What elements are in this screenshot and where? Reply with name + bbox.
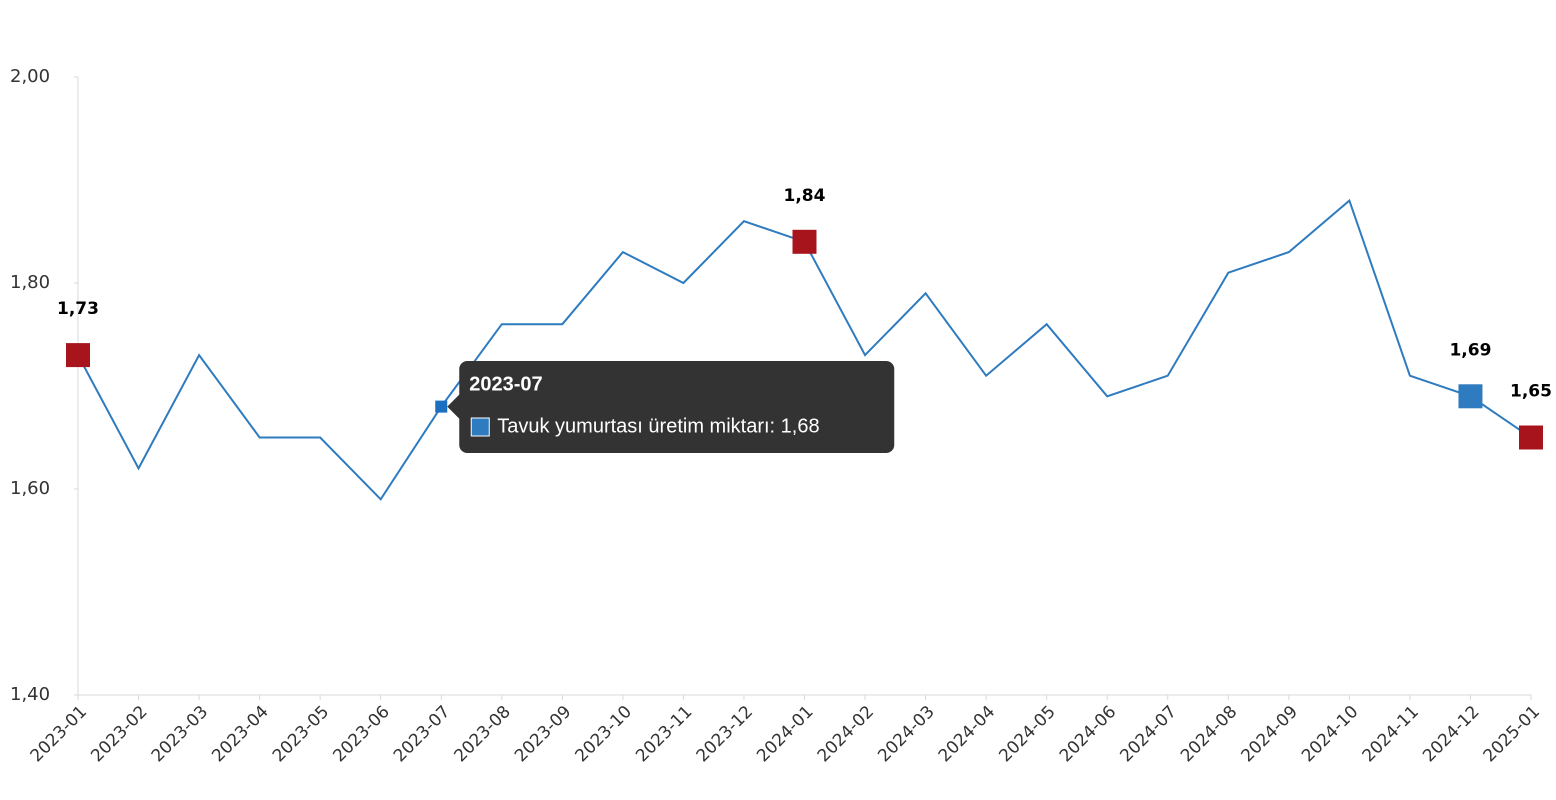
x-tick-label: 2024-05	[995, 702, 1059, 766]
x-tick-label: 2023-12	[693, 702, 757, 766]
tooltip-text: Tavuk yumurtası üretim miktarı: 1,68	[497, 415, 819, 437]
x-tick-label: 2024-04	[935, 702, 999, 766]
x-tick-label: 2024-11	[1359, 702, 1423, 766]
x-tick-label: 2025-01	[1480, 702, 1544, 766]
data-label: 1,84	[784, 186, 826, 206]
data-label: 1,65	[1510, 382, 1552, 402]
x-tick-label: 2023-05	[269, 702, 333, 766]
tooltip-swatch	[470, 417, 490, 437]
marker	[792, 229, 817, 254]
x-tick-label: 2023-06	[329, 702, 393, 766]
marker	[66, 343, 90, 368]
data-label: 1,73	[57, 299, 99, 319]
x-tick-label: 2023-10	[572, 702, 636, 766]
x-tick-label: 2024-02	[814, 702, 878, 766]
x-tick-label: 2023-02	[87, 702, 151, 766]
x-tick-label: 2023-01	[27, 702, 91, 766]
tooltip: 2023-07 Tavuk yumurtası üretim miktarı: 1…	[447, 361, 895, 453]
y-tick-label: 1,80	[10, 272, 50, 293]
marker	[1458, 384, 1483, 409]
tooltip-title: 2023-07	[469, 373, 542, 395]
x-tick-label: 2023-04	[208, 702, 272, 766]
x-tick-label: 2023-09	[511, 702, 575, 766]
x-tick-label: 2024-09	[1238, 702, 1302, 766]
data-label: 1,69	[1449, 340, 1491, 360]
x-tick-label: 2024-03	[874, 702, 938, 766]
x-tick-label: 2023-08	[450, 702, 514, 766]
x-tick-label: 2024-07	[1116, 702, 1180, 766]
x-tick-label: 2024-10	[1298, 702, 1362, 766]
y-tick-label: 1,60	[10, 478, 50, 499]
x-tick-label: 2024-08	[1177, 702, 1241, 766]
tooltip-box	[447, 361, 895, 453]
marker	[1519, 425, 1543, 450]
x-tick-label: 2024-01	[753, 702, 817, 766]
y-tick-label: 1,40	[10, 684, 50, 705]
x-tick-label: 2023-03	[148, 702, 212, 766]
y-tick-label: 2,00	[10, 66, 50, 87]
x-tick-label: 2024-12	[1419, 702, 1483, 766]
x-tick-label: 2023-07	[390, 702, 454, 766]
hover-marker	[435, 400, 448, 413]
x-tick-label: 2024-06	[1056, 702, 1120, 766]
x-tick-label: 2023-11	[632, 702, 696, 766]
